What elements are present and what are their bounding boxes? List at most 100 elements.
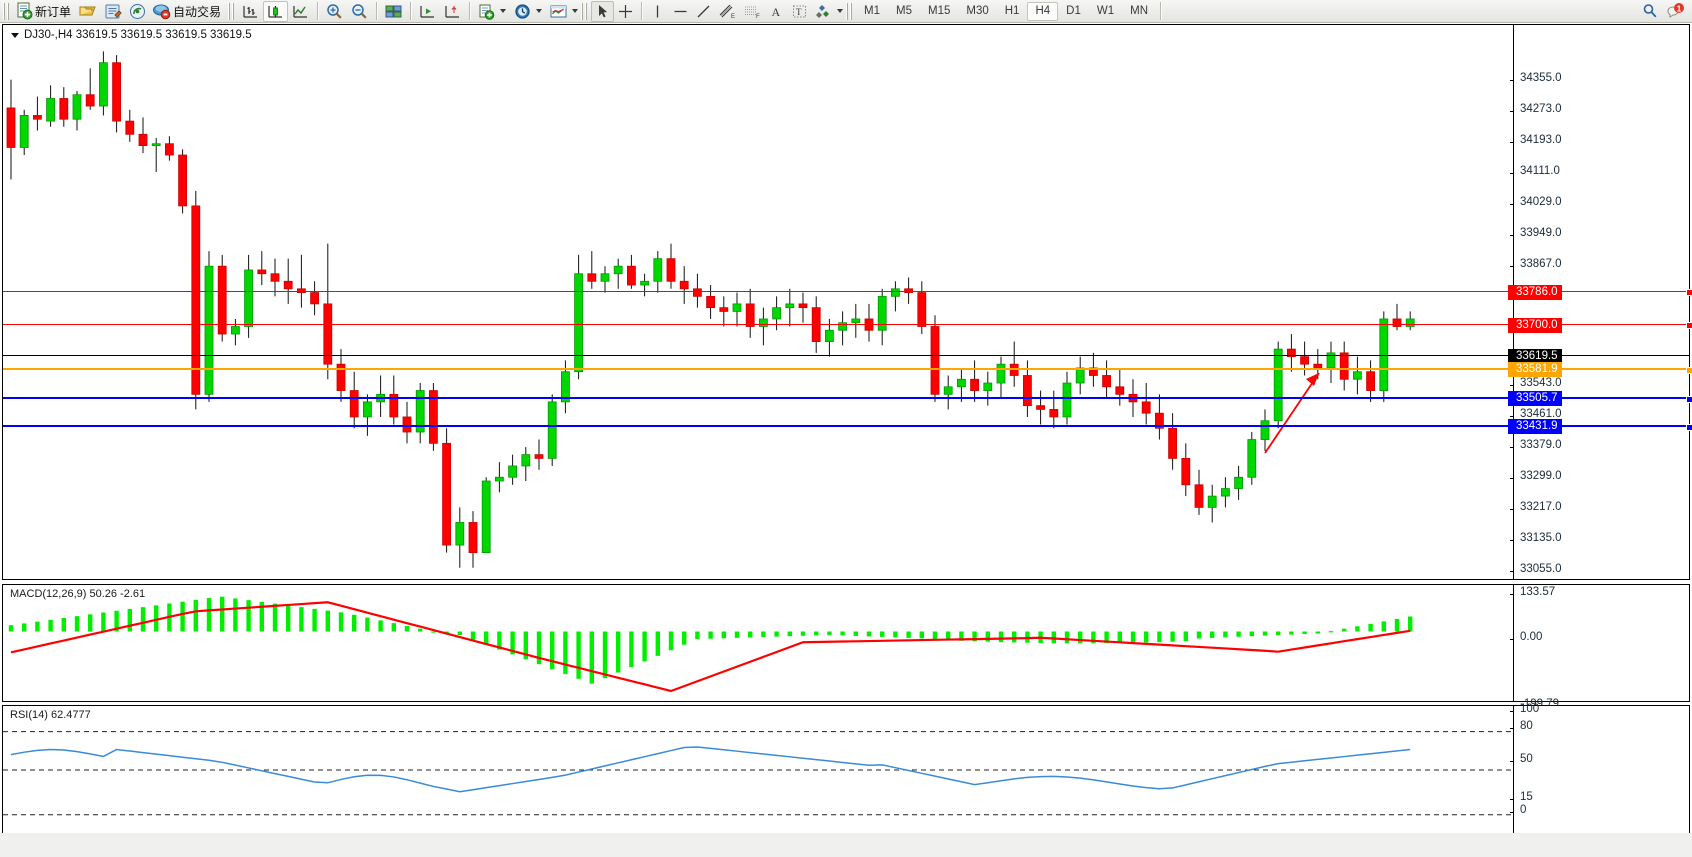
support-level-2-tag[interactable]: 33431.9 [1508,419,1562,434]
tab-timeframe-mn[interactable]: MN [1122,2,1156,21]
trendline-button[interactable] [692,1,715,22]
clock-icon [515,3,530,19]
tile-windows-button[interactable] [381,1,406,22]
timeframe-label: M1 [864,5,881,17]
line-handle[interactable] [1686,322,1692,329]
tab-timeframe-m30[interactable]: M30 [958,2,996,21]
text-label-button[interactable]: T [788,1,811,22]
crosshair-button[interactable] [614,1,637,22]
signals-icon [130,3,146,19]
current-price-tag[interactable]: 33619.5 [1508,349,1562,364]
svg-text:E: E [731,14,735,20]
periods-button[interactable] [510,1,535,22]
rsi-pane[interactable]: RSI(14) 62.4777 100 80 50 15 0 [2,703,1690,835]
tab-timeframe-m15[interactable]: M15 [920,2,958,21]
timeframe-label: D1 [1066,5,1081,17]
tab-timeframe-m5[interactable]: M5 [888,2,920,21]
indicators-dropdown-caret[interactable] [500,9,507,13]
price-axis[interactable]: 34355.0 34273.0 34193.0 34111.0 34029.0 33949… [1508,25,1689,606]
toolbar-separator-4 [469,2,471,20]
macd-plot[interactable] [3,585,1513,701]
support-line-33431[interactable] [3,424,1692,431]
templates-button[interactable] [546,1,571,22]
tab-timeframe-m1[interactable]: M1 [856,2,888,21]
candlestick-svg [6,51,1415,568]
folder-icon [79,6,96,15]
new-order-button[interactable]: 新订单 [13,1,75,22]
chart-area[interactable]: DJ30-,H4 33619.5 33619.5 33619.5 33619.5 [0,23,1692,857]
support-line-33505[interactable] [3,396,1692,403]
toolbar-grip-4[interactable] [846,2,854,20]
vertical-line-button[interactable] [646,1,669,22]
resistance-level-2-tag[interactable]: 33700.0 [1508,318,1562,333]
shapes-dropdown-caret[interactable] [837,9,844,13]
macd-axis: 133.57 0.00 -199.79 [1510,585,1689,710]
signals-button[interactable] [125,1,150,22]
text-icon: A [772,5,781,19]
zoom-out-icon [352,3,367,19]
periods-dropdown-caret[interactable] [536,9,543,13]
tab-timeframe-h1[interactable]: H1 [997,2,1028,21]
zoom-in-icon [327,3,342,19]
line-handle[interactable] [1686,367,1692,374]
toolbar-grip-2[interactable] [228,2,236,20]
horizontal-line-button[interactable] [669,1,692,22]
shapes-icon [816,4,830,18]
bar-chart-button[interactable] [238,1,263,22]
price-plot[interactable] [3,25,1513,579]
current-price-line [3,355,1689,356]
tab-timeframe-h4[interactable]: H4 [1027,1,1059,21]
text-button[interactable]: A [765,1,788,22]
main-toolbar: 新订单 [0,0,1692,23]
equidistant-channel-button[interactable]: E [715,1,740,22]
cursor-icon [599,4,608,17]
bar-chart-icon [243,5,258,18]
shapes-button[interactable] [811,1,836,22]
tab-timeframe-w1[interactable]: W1 [1089,2,1122,21]
resistance-line-33700[interactable] [3,322,1692,329]
cursor-button[interactable] [591,0,615,22]
toolbar-separator-5 [641,2,643,20]
symbol-info-bar: DJ30-,H4 33619.5 33619.5 33619.5 33619.5 [11,29,252,41]
candlestick-chart-button[interactable] [263,0,289,22]
templates-dropdown-caret[interactable] [572,9,579,13]
resistance-line-33786[interactable] [3,289,1692,296]
timeframe-label: M30 [966,5,989,17]
timeframe-label: M15 [928,5,951,17]
price-pane[interactable]: DJ30-,H4 33619.5 33619.5 33619.5 33619.5 [2,24,1692,606]
line-chart-button[interactable] [288,1,313,22]
chart-shift-button[interactable] [440,1,465,22]
fibonacci-button[interactable]: F [740,1,765,22]
metaeditor-button[interactable] [100,1,125,22]
macd-pane[interactable]: MACD(12,26,9) 50.26 -2.61 133.57 0.00 -199… [2,584,1690,710]
rsi-plot[interactable] [3,706,1513,834]
autotrading-button[interactable]: 自动交易 [150,1,225,22]
zoom-in-button[interactable] [322,1,347,22]
autotrading-label: 自动交易 [173,4,222,19]
toolbar-grip[interactable] [3,2,10,20]
metaeditor-icon [105,4,122,18]
support-level-1-tag[interactable]: 33505.7 [1508,391,1562,406]
line-handle[interactable] [1686,424,1692,431]
channel-icon: E [719,4,735,20]
tab-timeframe-d1[interactable]: D1 [1058,2,1089,21]
line-handle[interactable] [1686,289,1692,296]
toolbar-separator-1 [317,2,319,20]
indicators-button[interactable] [474,1,499,22]
chart-menu-caret-icon[interactable] [11,32,19,38]
orange-level-tag[interactable]: 33581.9 [1508,362,1562,377]
text-label-icon: T [793,5,807,17]
toolbar-grip-3[interactable] [581,2,589,20]
data-folder-button[interactable] [75,1,100,22]
notifications-button[interactable]: 1 [1662,1,1688,22]
tile-windows-icon [385,5,402,17]
autoscroll-button[interactable] [415,1,440,22]
chart-shift-icon [445,5,460,18]
resistance-level-1-tag[interactable]: 33786.0 [1508,285,1562,300]
search-button[interactable] [1638,1,1662,22]
toolbar-separator-3 [410,2,412,20]
line-handle[interactable] [1686,396,1692,403]
timeframe-label: H1 [1004,5,1020,17]
zoom-out-button[interactable] [347,1,372,22]
orange-level-line[interactable] [3,367,1692,374]
